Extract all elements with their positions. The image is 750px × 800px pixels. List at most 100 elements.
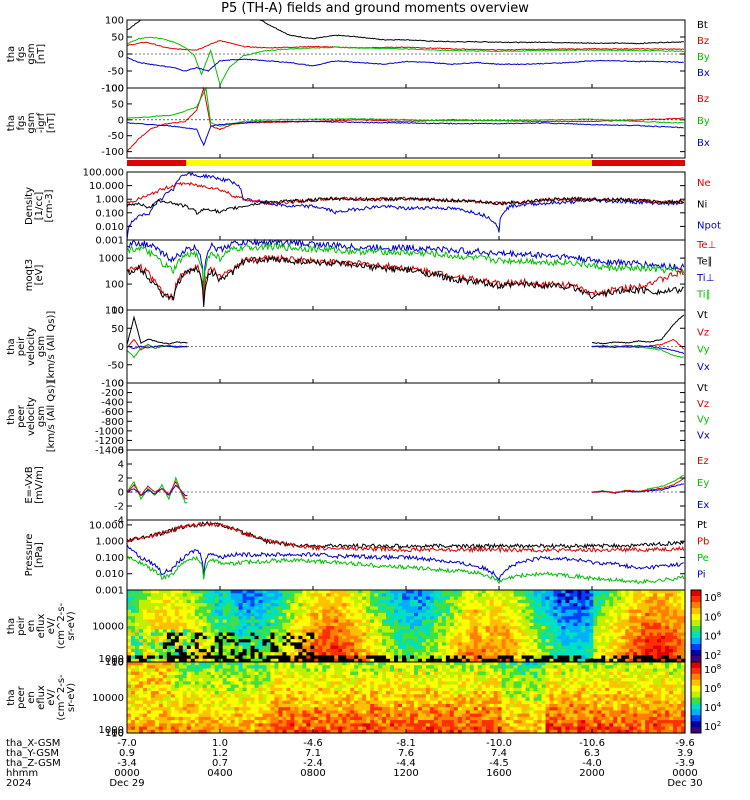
spectrogram-cell: [358, 665, 363, 670]
spectrogram-cell: [398, 710, 403, 715]
spectrogram-cell: [138, 668, 144, 673]
spectrogram-cell: [258, 723, 264, 728]
panel-2-ylabel: [nT]: [46, 113, 57, 133]
spectrogram-cell: [501, 629, 507, 634]
spectrogram-cell: [258, 726, 264, 731]
spectrogram-cell: [417, 609, 423, 614]
spectrogram-cell: [406, 645, 411, 650]
spectrogram-cell: [310, 612, 315, 617]
spectrogram-cell: [398, 648, 403, 653]
spectrogram-cell: [477, 590, 483, 594]
spectrogram-cell: [457, 658, 463, 663]
spectrogram-cell: [258, 619, 264, 624]
spectrogram-cell: [350, 658, 355, 663]
spectrogram-cell: [354, 720, 359, 724]
spectrogram-cell: [477, 619, 483, 624]
spectrogram-cell: [645, 609, 650, 614]
spectrogram-cell: [585, 590, 590, 594]
spectrogram-cell: [402, 662, 407, 666]
spectrogram-cell: [290, 629, 295, 634]
spectrogram-cell: [382, 710, 387, 715]
spectrogram-cell: [294, 710, 299, 715]
spectrogram-cell: [585, 603, 590, 607]
spectrogram-cell: [509, 593, 515, 598]
spectrogram-cell: [398, 691, 403, 695]
panel-4-ytick-label: 10: [111, 306, 124, 317]
spectrogram-cell: [238, 716, 244, 721]
spectrogram-cell: [254, 596, 260, 601]
spectrogram-cell: [513, 645, 519, 650]
spectrogram-cell: [330, 622, 335, 627]
spectrogram-cell: [469, 629, 475, 634]
spectrogram-cell: [250, 687, 256, 692]
spectrogram-cell: [298, 658, 303, 663]
spectrogram-cell: [226, 590, 232, 594]
spectrogram-cell: [417, 606, 423, 611]
spectrogram-cell: [609, 596, 614, 601]
spectrogram-cell: [282, 622, 288, 627]
spectrogram-cell: [154, 674, 160, 679]
spectrogram-cell: [433, 612, 439, 617]
series-line-Pe: [126, 555, 685, 585]
spectrogram-cell: [198, 716, 204, 721]
spectrogram-cell: [270, 652, 276, 657]
spectrogram-cell: [246, 622, 252, 627]
panel-10-ytick-label: 100: [105, 728, 124, 739]
spectrogram-cell: [146, 635, 152, 640]
spectrogram-cell: [302, 694, 307, 699]
spectrogram-cell: [202, 606, 208, 611]
spectrogram-cell: [390, 635, 395, 640]
spectrogram-cell: [609, 599, 614, 604]
spectrogram-cell: [282, 645, 288, 650]
spectrogram-cell: [378, 723, 383, 728]
colorbar-band: [691, 590, 701, 597]
spectrogram-cell: [266, 626, 272, 630]
spectrogram-cell: [190, 726, 196, 731]
spectrogram-cell: [342, 684, 347, 689]
spectrogram-cell: [146, 662, 152, 666]
spectrogram-cell: [290, 716, 295, 721]
spectrogram-cell: [234, 603, 240, 607]
panel-1-legend-Bz: Bz: [697, 36, 709, 47]
spectrogram-cell: [394, 707, 399, 712]
spectrogram-cell: [581, 652, 586, 657]
spectrogram-cell: [238, 609, 244, 614]
spectrogram-cell: [198, 635, 204, 640]
spectrogram-cell: [657, 658, 662, 663]
spectrogram-cell: [677, 596, 682, 601]
spectrogram-cell: [270, 596, 276, 601]
spectrogram-cell: [254, 694, 260, 699]
spectrogram-cell: [278, 606, 284, 611]
spectrogram-cell: [673, 603, 678, 607]
spectrogram-cell: [222, 645, 228, 650]
spectrogram-cell: [637, 629, 642, 634]
spectrogram-cell: [154, 652, 160, 657]
spectrogram-cell: [286, 723, 292, 728]
spectrogram-cell: [629, 593, 634, 598]
spectrogram-cell: [374, 710, 379, 715]
spectrogram-cell: [346, 691, 351, 695]
spectrogram-cell: [134, 710, 140, 715]
spectrogram-cell: [302, 626, 307, 630]
spectrogram-cell: [493, 658, 499, 663]
spectrogram-cell: [521, 655, 527, 660]
spectrogram-cell: [278, 599, 284, 604]
spectrogram-cell: [441, 658, 447, 663]
spectrogram-cell: [262, 694, 268, 699]
spectrogram-cell: [597, 596, 602, 601]
spectrogram-cell: [214, 674, 220, 679]
panel-6-ytick-label: -800: [101, 417, 124, 428]
spectrogram-cell: [569, 642, 574, 647]
spectrogram-cell: [294, 645, 299, 650]
spectrogram-cell: [633, 629, 638, 634]
spectrogram-cell: [398, 720, 403, 724]
spectrogram-cell: [382, 720, 387, 724]
spectrogram-cell: [593, 612, 598, 617]
spectrogram-cell: [481, 642, 487, 647]
spectrogram-cell: [242, 639, 248, 643]
spectrogram-cell: [453, 612, 459, 617]
spectrogram-cell: [166, 694, 172, 699]
spectrogram-cell: [370, 671, 375, 676]
spectrogram-cell: [609, 612, 614, 617]
spectrogram-cell: [573, 639, 578, 643]
